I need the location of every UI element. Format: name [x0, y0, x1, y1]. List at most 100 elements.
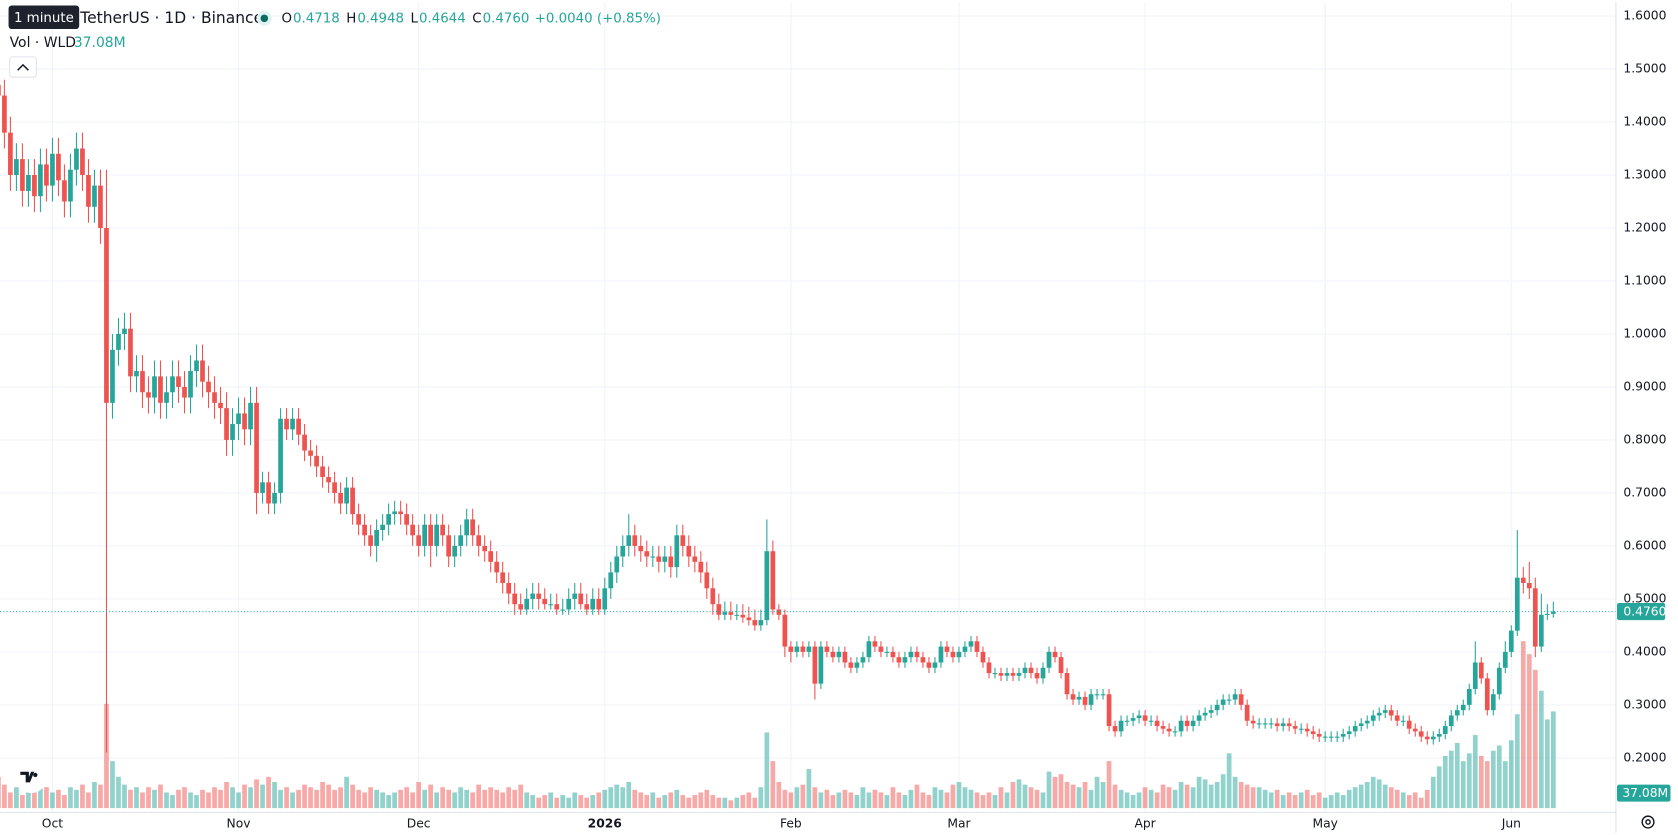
- candle-body: [200, 360, 205, 382]
- volume-bar: [1124, 792, 1130, 809]
- candle-body: [626, 535, 632, 546]
- volume-bar: [200, 789, 205, 809]
- volume-bar: [1550, 711, 1556, 809]
- settings-icon[interactable]: [1641, 815, 1655, 829]
- candle-body: [506, 582, 512, 594]
- candle-body: [650, 556, 656, 558]
- volume-bar: [1514, 714, 1520, 809]
- volume-bar: [482, 789, 488, 809]
- volume-bar: [1220, 774, 1226, 809]
- candle-body: [782, 614, 788, 647]
- candle-body: [842, 651, 848, 663]
- volume-bar: [518, 784, 524, 809]
- volume-bar: [1358, 784, 1364, 809]
- volume-bar: [488, 787, 494, 809]
- candle-body: [1490, 694, 1496, 711]
- ohlc-key: H: [346, 11, 356, 26]
- candle-body: [344, 487, 349, 504]
- volume-bar: [692, 795, 698, 809]
- volume-bar: [416, 782, 422, 809]
- candle-body: [464, 519, 470, 536]
- volume-bar: [1364, 782, 1370, 809]
- volume-bar: [854, 795, 860, 809]
- candle-body: [1322, 736, 1328, 738]
- volume-bar: [368, 787, 373, 809]
- candle-body: [422, 524, 428, 546]
- candle-body: [164, 392, 169, 403]
- ticker: TetherUS · 1D · Binance: [79, 9, 263, 27]
- candle-body: [1076, 696, 1082, 700]
- volume-value-box: [1617, 784, 1671, 802]
- volume-bar: [1484, 761, 1490, 809]
- volume-bar: [1370, 776, 1376, 809]
- collapse-button[interactable]: [9, 56, 37, 78]
- candle-body: [356, 514, 361, 525]
- candle-body: [8, 132, 13, 176]
- volume-bar: [116, 776, 121, 809]
- volume-bar: [1208, 784, 1214, 809]
- candle-body: [254, 402, 259, 493]
- candle-body: [566, 598, 572, 610]
- candle-body: [1046, 651, 1052, 668]
- candle-body: [1016, 673, 1022, 676]
- volume-bar: [86, 792, 91, 809]
- candle-body: [1142, 715, 1148, 721]
- candle-body: [1118, 720, 1124, 732]
- volume-bar: [428, 784, 434, 809]
- candle-body: [1184, 720, 1190, 727]
- candle-body: [1004, 673, 1010, 676]
- volume-bar: [830, 795, 836, 809]
- volume-bar: [68, 787, 73, 809]
- volume-bar: [1004, 792, 1010, 809]
- candle-body: [1346, 731, 1352, 735]
- candle-body: [986, 662, 992, 674]
- volume-bar: [1016, 779, 1022, 809]
- candle-body: [416, 535, 422, 546]
- y-tick-label: 1.0000: [1623, 326, 1666, 340]
- candle-body: [1532, 588, 1538, 647]
- y-tick-label: 0.3000: [1623, 697, 1666, 711]
- candle-body: [1028, 667, 1034, 674]
- candle-body: [1124, 720, 1130, 722]
- candle-body: [434, 524, 440, 546]
- volume-bar: [590, 795, 596, 809]
- volume-bar: [1322, 797, 1328, 809]
- volume-bar: [188, 792, 193, 809]
- candle-body: [974, 641, 980, 652]
- candle-body: [596, 598, 602, 610]
- volume-bar: [728, 800, 734, 809]
- candle-body: [404, 514, 409, 525]
- volume-bar: [866, 792, 872, 809]
- volume-bar: [494, 789, 500, 809]
- volume-bar: [410, 792, 415, 809]
- volume-bar: [38, 784, 43, 809]
- volume-bar: [278, 789, 283, 809]
- volume-bar: [362, 792, 367, 809]
- volume-bar: [500, 792, 506, 809]
- y-tick-label: 0.8000: [1623, 432, 1666, 446]
- volume-bar: [176, 789, 181, 809]
- volume-bar: [1316, 792, 1322, 809]
- candle-body: [68, 169, 73, 202]
- volume-bar: [1298, 792, 1304, 809]
- volume-bar: [344, 776, 349, 809]
- volume-bar: [440, 787, 446, 809]
- ohlc-key: O: [281, 11, 292, 26]
- volume-bar: [506, 787, 512, 809]
- candle-body: [1070, 694, 1076, 700]
- volume-bar: [458, 787, 464, 809]
- candle-body: [1040, 667, 1046, 679]
- candle-body: [1226, 699, 1232, 701]
- candle-body: [1304, 728, 1310, 732]
- candle-body: [320, 466, 325, 478]
- candle-body: [392, 511, 397, 515]
- volume-bar: [1412, 792, 1418, 809]
- candle-body: [1106, 694, 1112, 727]
- collapse-icon: [17, 63, 29, 71]
- volume-bar: [1388, 787, 1394, 809]
- volume-bar: [1178, 782, 1184, 809]
- volume-bar: [680, 795, 686, 809]
- volume-bar: [1082, 782, 1088, 809]
- volume-bar: [1466, 753, 1472, 809]
- volume-bar: [872, 789, 878, 809]
